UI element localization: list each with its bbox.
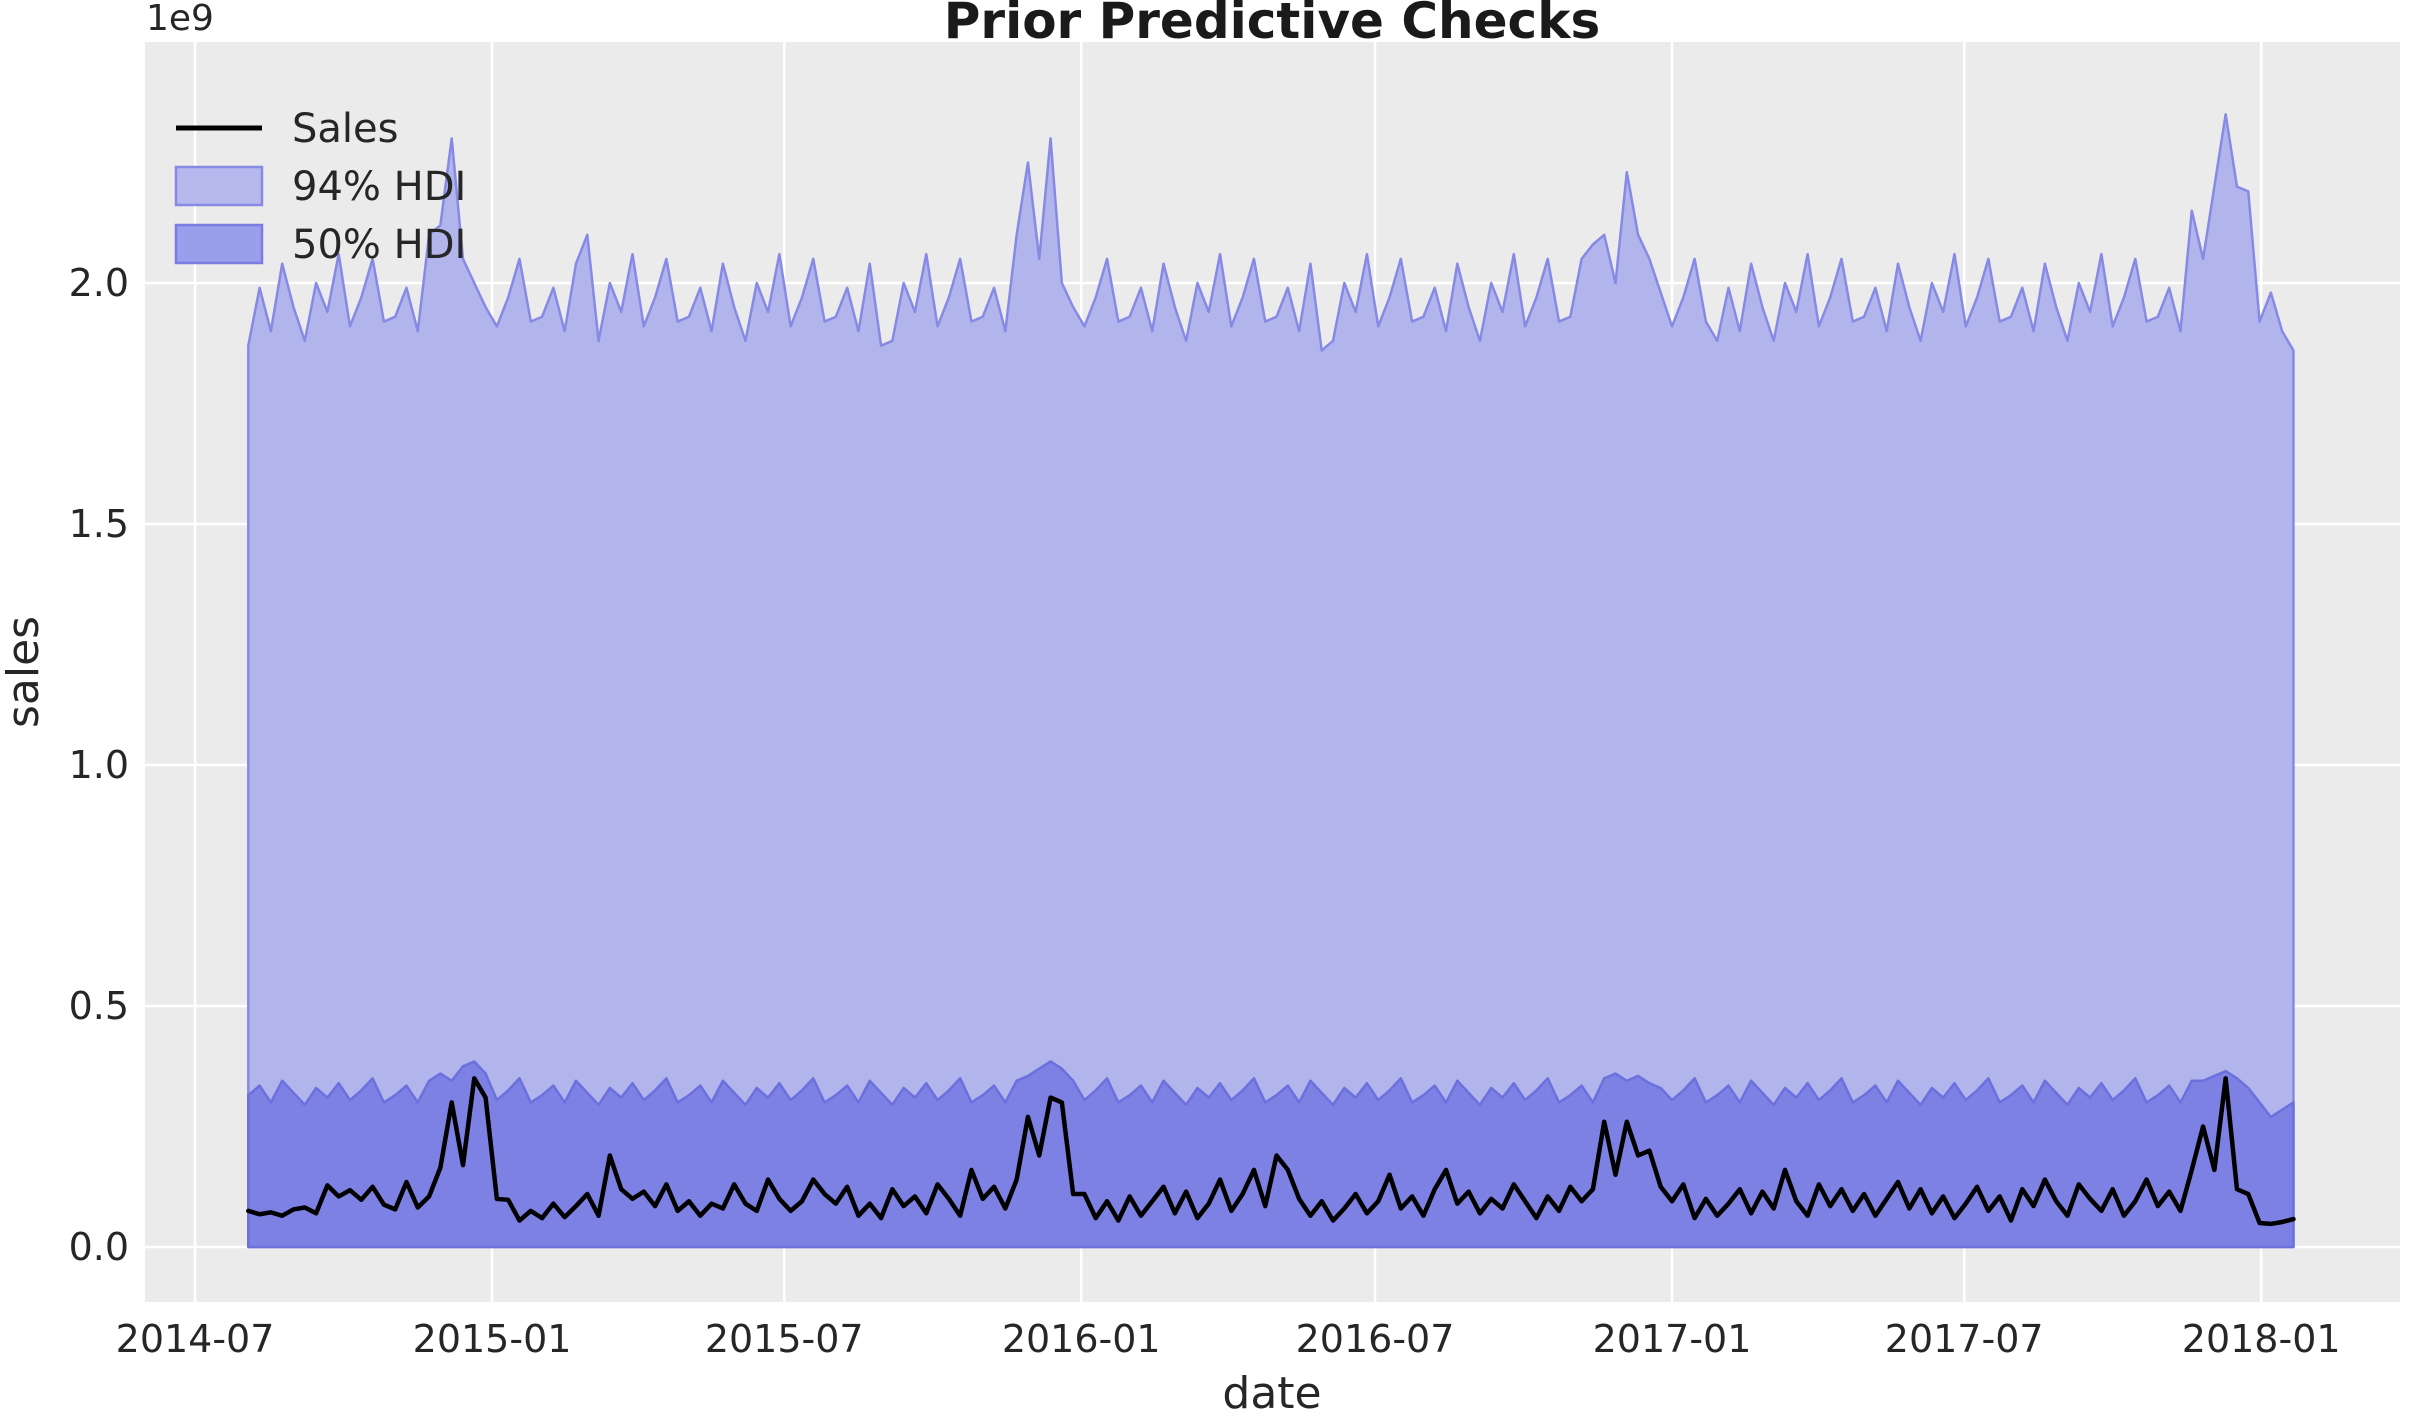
plot-area-layer: 0.0 0.5 1.0 1.5 2.0 2014-07 2015-01 2015-07 2016… <box>69 42 2400 1361</box>
y-axis-label: sales <box>0 616 49 728</box>
y-tick-label: 2.0 <box>69 261 129 305</box>
x-tick-label: 2016-07 <box>1296 1317 1455 1361</box>
y-tick-label: 1.0 <box>69 743 129 787</box>
x-axis-label: date <box>1222 1368 1321 1419</box>
legend-sales-label: Sales <box>292 106 398 152</box>
x-tick-label: 2017-07 <box>1885 1317 2044 1361</box>
x-tick-label: 2017-01 <box>1593 1317 1752 1361</box>
legend-50hdi-swatch <box>174 223 264 265</box>
y-tick-label: 1.5 <box>69 502 129 546</box>
x-tick-label: 2015-07 <box>705 1317 864 1361</box>
x-tick-label: 2015-01 <box>413 1317 572 1361</box>
page-title: Prior Predictive Checks <box>944 0 1600 50</box>
y-tick-label: 0.5 <box>69 984 129 1028</box>
legend-94hdi-swatch <box>174 165 264 207</box>
sales-line <box>246 1076 2296 1227</box>
legend-94hdi-label: 94% HDI <box>292 164 466 210</box>
x-tick-label: 2018-01 <box>2182 1317 2341 1361</box>
y-axis-offset-label: 1e9 <box>146 0 214 39</box>
legend-50hdi-label: 50% HDI <box>292 222 466 268</box>
band-94-hdi <box>247 113 2295 1249</box>
x-tick-label: 2014-07 <box>116 1317 275 1361</box>
legend: Sales 94% HDI 50% HDI <box>174 106 466 268</box>
y-tick-label: 0.0 <box>69 1225 129 1269</box>
x-tick-label: 2016-01 <box>1002 1317 1161 1361</box>
